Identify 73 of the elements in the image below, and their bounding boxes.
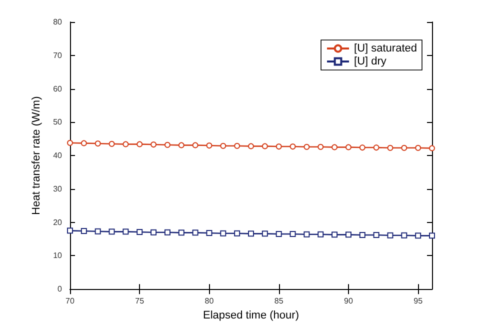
point	[373, 144, 380, 151]
point	[178, 142, 184, 148]
point	[429, 145, 435, 152]
point	[401, 144, 408, 151]
point	[345, 232, 352, 238]
point	[234, 230, 240, 236]
point	[150, 229, 157, 236]
y-tick-label: 20	[53, 218, 63, 227]
x-tick-label: 95	[414, 296, 424, 306]
point	[415, 144, 422, 151]
y-axis-title: Heat transfer rate (W/m)	[30, 96, 43, 215]
point	[150, 142, 157, 148]
point	[290, 231, 296, 238]
legend-label: [U] dry	[354, 56, 387, 68]
point	[164, 229, 170, 236]
point	[359, 232, 366, 238]
legend-label: [U] saturated	[354, 42, 418, 54]
point	[164, 142, 170, 148]
point	[262, 143, 268, 150]
point	[332, 232, 338, 238]
x-tick-label: 90	[344, 296, 354, 306]
point	[345, 144, 352, 150]
y-tick-label: 60	[53, 84, 63, 94]
point	[387, 144, 394, 151]
point	[290, 144, 296, 150]
x-tick-label: 75	[135, 296, 145, 306]
point	[401, 232, 408, 238]
point	[80, 228, 87, 234]
y-tick-label: 40	[53, 151, 63, 160]
point	[67, 140, 73, 146]
y-tick-label: 80	[53, 18, 63, 26]
y-tick-label: 10	[53, 251, 63, 260]
point	[276, 144, 282, 150]
point	[206, 230, 212, 236]
x-tick-label: 70	[66, 296, 75, 306]
point	[94, 140, 101, 147]
y-tick-label: 70	[53, 50, 63, 60]
y-tick-label: 0	[58, 284, 63, 294]
point	[108, 140, 115, 147]
point	[234, 142, 240, 149]
point	[122, 228, 129, 235]
point	[94, 228, 101, 234]
point	[359, 144, 366, 151]
y-tick-label: 30	[53, 184, 63, 194]
point	[387, 232, 394, 238]
point	[248, 230, 254, 237]
point	[220, 230, 226, 236]
point	[304, 144, 310, 150]
point	[136, 229, 143, 236]
x-tick-label: 85	[274, 296, 284, 306]
y-tick-label: 50	[53, 118, 63, 127]
point	[429, 232, 435, 239]
point	[276, 231, 282, 238]
point	[122, 141, 129, 148]
point	[332, 144, 338, 150]
point	[220, 142, 226, 149]
point	[248, 143, 254, 150]
x-axis-title: Elapsed time (hour)	[203, 310, 299, 322]
point	[192, 230, 198, 236]
x-tick-label: 80	[204, 296, 214, 306]
point	[415, 232, 422, 239]
point	[262, 230, 268, 237]
point	[373, 232, 380, 238]
point	[192, 142, 198, 148]
point	[67, 228, 73, 234]
point	[318, 231, 324, 238]
point	[136, 141, 143, 148]
point	[178, 230, 184, 236]
point	[206, 142, 212, 149]
point	[80, 140, 87, 146]
point	[318, 144, 324, 150]
point	[304, 231, 310, 238]
point	[108, 228, 115, 235]
